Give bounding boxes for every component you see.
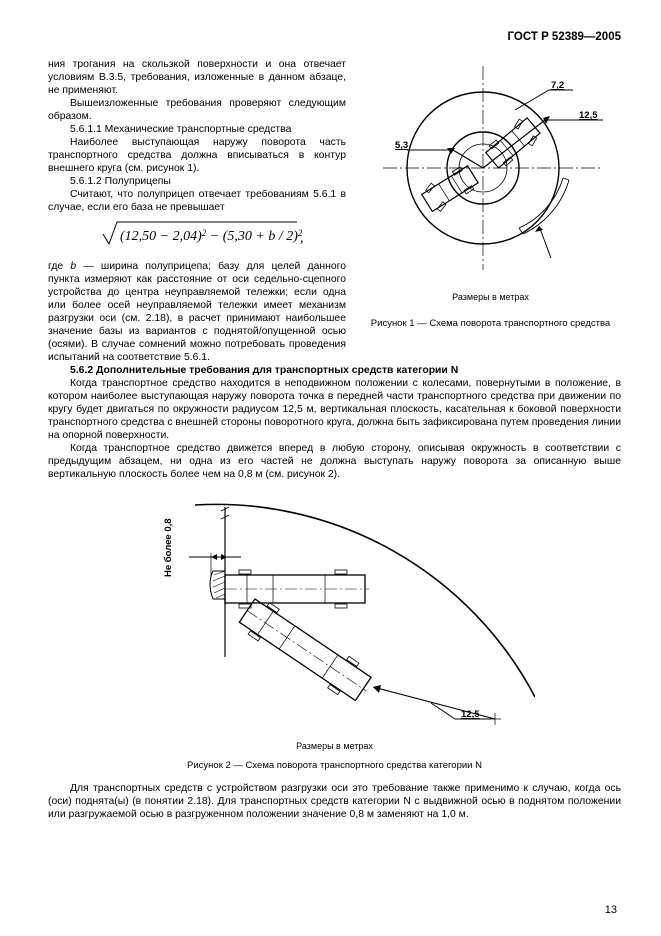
full-width-section: 5.6.2 Дополнительные требования для тран… [48,364,621,481]
svg-text:(12,50 − 2,04)2 − (5,30 + b /: (12,50 − 2,04)2 − (5,30 + b / 2)2 [120,228,303,244]
bottom-paragraph: Для транспортных средств с устройством р… [48,782,621,821]
dim-7-2: 7,2 [551,80,564,91]
dim2-12-5: 12,5 [461,709,480,720]
figure-2-wrap: Не более 0,8 12,5 Размеры в метрах Рисун… [48,487,621,772]
figure-1-size-label: Размеры в метрах [360,292,621,303]
para-8: Когда транспортное средство находится в … [48,377,621,442]
figure-1-caption: Рисунок 1 — Схема поворота транспортного… [360,318,621,330]
document-header: ГОСТ Р 52389—2005 [48,30,621,44]
figure-1-diagram: 7,2 12,5 5,3 [373,58,608,288]
para-5-6-1-2: 5.6.1.2 Полуприцепы [48,175,346,188]
para-7: где b — ширина полуприцепа; базу для цел… [48,260,346,364]
formula: (12,50 − 2,04)2 − (5,30 + b / 2)2 , [48,220,346,254]
dim-0-8: Не более 0,8 [163,519,174,578]
para-9: Когда транспортное средство движется впе… [48,442,621,481]
para-5-6-1-1: 5.6.1.1 Механические транспортные средст… [48,123,346,136]
dim-5-3: 5,3 [395,140,408,151]
figure-2-size-label: Размеры в метрах [48,741,621,752]
section-5-6-2: 5.6.2 Дополнительные требования для тран… [48,364,621,377]
left-text-column: ния трогания на скользкой поверхности и … [48,58,346,364]
para-10: Для транспортных средств с устройством р… [48,782,621,821]
para-4: Наиболее выступающая наружу поворота час… [48,136,346,175]
para-1: ния трогания на скользкой поверхности и … [48,58,346,97]
page-number: 13 [605,904,617,918]
para-2: Вышеизложенные требования проверяют след… [48,97,346,123]
para-6: Считают, что полуприцеп отвечает требова… [48,188,346,214]
figure-2-diagram: Не более 0,8 12,5 [135,487,535,737]
figure-2-caption: Рисунок 2 — Схема поворота транспортного… [48,760,621,772]
svg-text:,: , [300,231,304,246]
dim-12-5: 12,5 [579,110,598,121]
figure-1-column: 7,2 12,5 5,3 [360,58,621,364]
